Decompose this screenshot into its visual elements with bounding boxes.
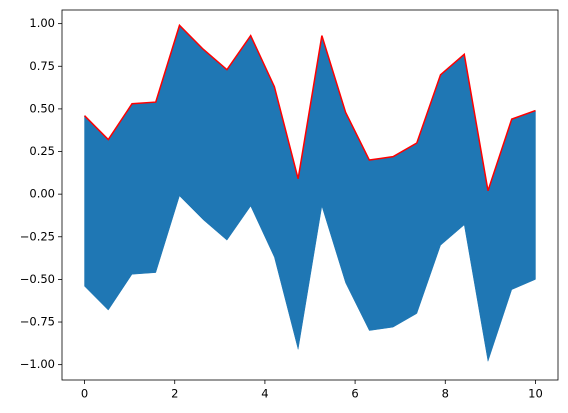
x-tick-label: 0 xyxy=(81,387,88,401)
x-tick-label: 8 xyxy=(442,387,449,401)
x-tick-label: 6 xyxy=(351,387,358,401)
plot-frame xyxy=(61,9,559,381)
y-tick-label: 0.50 xyxy=(29,101,55,115)
x-tick-label: 10 xyxy=(528,387,543,401)
y-tick-label: −0.25 xyxy=(20,229,55,243)
x-tick-label: 4 xyxy=(261,387,268,401)
y-tick-label: 0.00 xyxy=(29,187,55,201)
y-tick-label: −0.75 xyxy=(20,315,55,329)
y-tick-label: −0.50 xyxy=(20,272,55,286)
y-tick-label: −1.00 xyxy=(20,357,55,371)
y-tick-label: 0.75 xyxy=(29,59,55,73)
x-tick-label: 2 xyxy=(171,387,178,401)
y-tick-label: 0.25 xyxy=(29,144,55,158)
y-tick-label: 1.00 xyxy=(29,16,55,30)
upper-line xyxy=(84,23,536,191)
